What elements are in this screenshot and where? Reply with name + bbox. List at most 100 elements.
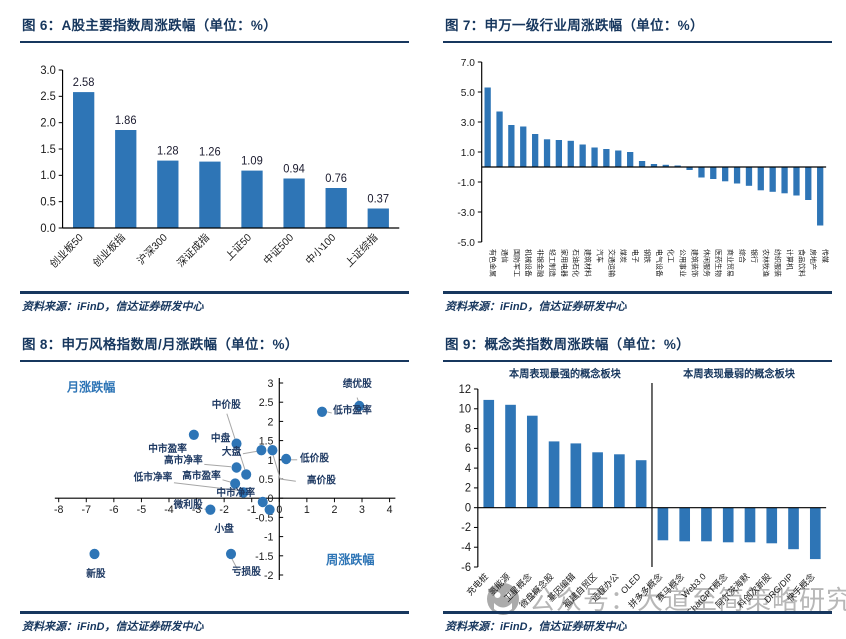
bar xyxy=(745,167,753,186)
fig7-source-rule xyxy=(443,291,832,294)
bar xyxy=(817,167,824,226)
svg-text:煤炭: 煤炭 xyxy=(619,249,628,263)
svg-text:高市净率: 高市净率 xyxy=(164,453,203,466)
point-绩优股 xyxy=(354,400,365,412)
bar-value-label: 0.37 xyxy=(367,193,389,205)
bar xyxy=(627,152,634,167)
svg-text:通信: 通信 xyxy=(500,249,509,263)
fig8-svg: -8 -7 -6 -5 -4 -3 -2 -1 0 1 2 3 4-2-1.5-1-0.500.511.… xyxy=(54,377,396,582)
point-中价股 xyxy=(241,469,252,480)
svg-text:-1: -1 xyxy=(264,531,273,543)
fig8-x-axis: -8 -7 -6 -5 -4 -3 -2 -1 0 1 2 3 4 xyxy=(54,498,393,516)
svg-text:电气设备: 电气设备 xyxy=(655,249,664,277)
bar xyxy=(73,92,95,228)
bar xyxy=(614,454,625,508)
bar xyxy=(483,399,495,508)
fig9-source-rule xyxy=(443,611,832,614)
svg-text:中盘: 中盘 xyxy=(211,431,230,444)
ylabel-annotation: 月涨跌幅 xyxy=(66,379,115,394)
fig8-y-axis: -2-1.5-1-0.500.511.522.53 xyxy=(255,378,284,582)
svg-text:非银金融: 非银金融 xyxy=(536,249,545,277)
bar xyxy=(603,149,610,167)
svg-text:-6: -6 xyxy=(109,504,118,516)
svg-text:公用事业: 公用事业 xyxy=(679,249,688,277)
svg-text:绩优股: 绩优股 xyxy=(343,377,372,390)
point-高价股 xyxy=(267,445,278,456)
bar xyxy=(199,161,221,228)
svg-text:大盘: 大盘 xyxy=(222,445,241,458)
svg-text:2: 2 xyxy=(331,504,337,516)
fig7-title: 图 7：申万一级行业周涨跌幅（单位：%） xyxy=(445,18,704,33)
svg-text:-7: -7 xyxy=(82,504,91,516)
fig8-source: 资料来源：iFinD，信达证券研发中心 xyxy=(22,621,204,633)
fig6-svg: 0.0 0.5 1.0 1.5 2.0 2.5 3.0 2.58 1.86 1.28 1.26 1.0… xyxy=(40,65,400,271)
fig7-x-labels: 有色金属 通信 国防军工 机械设备 非银金融 轻工制造 家用电器 石油石化 建筑材料 汽车 交通运输… xyxy=(489,249,830,277)
bar xyxy=(769,167,776,192)
point-亏损股 xyxy=(225,548,237,560)
bar xyxy=(733,167,741,184)
svg-text:高市盈率: 高市盈率 xyxy=(182,469,221,482)
point-中市盈率 xyxy=(188,429,199,440)
bar xyxy=(508,125,515,167)
fig9-svg: -6 -4 -2 0 2 4 6 8 10 12 本周表现最强的概念板块 本周表现最弱的概念板块充电桩… xyxy=(459,367,827,611)
fig8-source-rule xyxy=(20,611,409,614)
svg-text:5.0: 5.0 xyxy=(461,88,475,99)
fig9-y-axis: -6 -4 -2 0 2 4 6 8 10 12 xyxy=(459,384,479,574)
bar xyxy=(532,134,539,167)
fig6-bars xyxy=(73,92,389,228)
point-中市净率 xyxy=(257,496,268,508)
svg-text:中市净率: 中市净率 xyxy=(216,486,255,499)
svg-text:0.0: 0.0 xyxy=(40,223,55,235)
svg-text:-8: -8 xyxy=(54,504,63,516)
fig7-panel: 图 7：申万一级行业周涨跌幅（单位：%） -5.0 -3.0 -1.0 1.0 3.0 5… xyxy=(423,0,846,319)
bar xyxy=(325,188,347,228)
bar xyxy=(657,507,669,541)
bar xyxy=(793,167,800,196)
point-中盘 xyxy=(231,438,242,449)
bar xyxy=(548,441,560,508)
svg-text:1: 1 xyxy=(304,504,310,516)
svg-text:-0.5: -0.5 xyxy=(255,512,273,524)
fig6-y-axis: 0.0 0.5 1.0 1.5 2.0 2.5 3.0 xyxy=(40,65,64,235)
bar xyxy=(543,139,551,168)
svg-text:深证成指: 深证成指 xyxy=(174,231,212,270)
fig7-y-axis: -5.0 -3.0 -1.0 1.0 3.0 5.0 7.0 xyxy=(457,58,483,249)
point-大盘 xyxy=(256,445,267,456)
svg-text:8: 8 xyxy=(465,423,471,435)
svg-text:中市盈率: 中市盈率 xyxy=(148,442,187,455)
svg-text:计算机: 计算机 xyxy=(785,249,794,270)
fig6-source: 资料来源：iFinD，信达证券研发中心 xyxy=(22,301,204,313)
fig9-panel: 图 9：概念类指数周涨跌幅（单位：%） -6 -4 -2 0 2 4 6 8 10 12 本周表现最… xyxy=(423,319,846,639)
bar xyxy=(520,126,527,167)
svg-text:石油石化: 石油石化 xyxy=(572,249,581,277)
fig8-panel: 图 8：申万风格指数周/月涨跌幅（单位：%） -8 -7 -6 -5 -4 -3 -2 -1 0… xyxy=(0,319,423,639)
bar xyxy=(496,111,503,167)
watermark-text: 公众号：大道至简策略研究 xyxy=(529,585,846,615)
wechat-account-icon xyxy=(487,582,519,615)
svg-text:休闲服务: 休闲服务 xyxy=(702,249,711,277)
svg-text:3.0: 3.0 xyxy=(40,65,55,77)
svg-text:沪深300: 沪深300 xyxy=(134,231,170,268)
svg-text:-3: -3 xyxy=(192,504,201,516)
svg-text:交通运输: 交通运输 xyxy=(607,249,616,277)
fig8-title-rule xyxy=(20,360,409,362)
svg-text:-4: -4 xyxy=(461,542,471,554)
svg-text:纺织服装: 纺织服装 xyxy=(774,249,783,277)
point-低市净率 xyxy=(238,487,249,498)
bar xyxy=(788,507,799,550)
svg-text:2: 2 xyxy=(268,416,274,428)
svg-text:1: 1 xyxy=(268,455,274,467)
svg-text:充电桩: 充电桩 xyxy=(464,570,490,597)
svg-text:1.0: 1.0 xyxy=(40,170,55,182)
svg-text:7.0: 7.0 xyxy=(461,58,475,69)
fig6-title: 图 6：A股主要指数周涨跌幅（单位：%） xyxy=(22,18,278,33)
svg-text:-4: -4 xyxy=(164,504,173,516)
svg-text:3: 3 xyxy=(268,378,274,390)
svg-text:低市净率: 低市净率 xyxy=(133,470,173,483)
point-新股 xyxy=(89,548,100,560)
fig9-title-rule xyxy=(443,360,832,362)
bar-value-label: 0.76 xyxy=(325,173,347,185)
bar xyxy=(650,164,658,167)
